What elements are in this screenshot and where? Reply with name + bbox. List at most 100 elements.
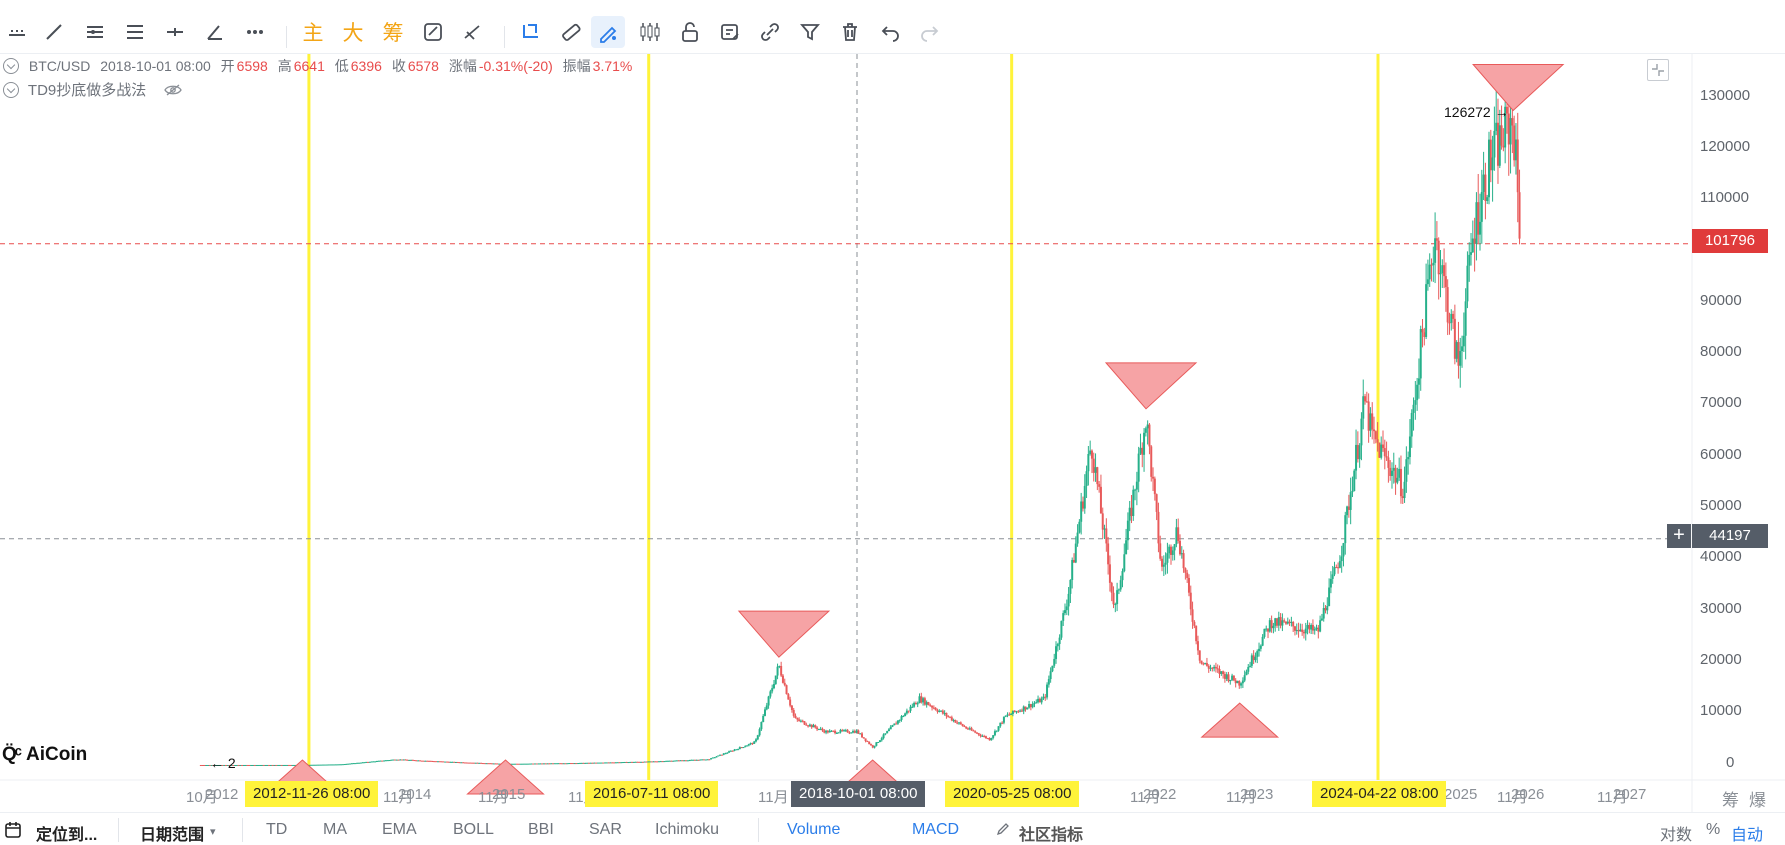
candle-body bbox=[406, 759, 409, 761]
indicator-ichimoku[interactable]: Ichimoku bbox=[655, 821, 720, 838]
max-price-label: 126272 → bbox=[1444, 104, 1509, 120]
candle-body bbox=[289, 764, 292, 766]
candle-body bbox=[1125, 540, 1128, 555]
indicator-boll[interactable]: BOLL bbox=[453, 821, 494, 838]
candle-body bbox=[1092, 458, 1095, 473]
indicator-sar[interactable]: SAR bbox=[589, 821, 622, 838]
x-tick: 11月 bbox=[758, 789, 789, 806]
candle-body bbox=[963, 726, 966, 728]
add-alert-plus-icon[interactable]: + bbox=[1667, 524, 1691, 548]
candle-body bbox=[1177, 527, 1180, 541]
main-force-button[interactable]: 主 bbox=[302, 22, 324, 45]
locate-to-button[interactable]: 定位到... bbox=[36, 827, 98, 844]
price-chart[interactable] bbox=[0, 0, 1785, 812]
candle-body bbox=[965, 726, 968, 729]
candle-body bbox=[225, 764, 228, 766]
link-icon[interactable] bbox=[753, 16, 787, 48]
candle-body bbox=[1249, 665, 1252, 667]
candle-body bbox=[404, 759, 407, 761]
candle-body bbox=[760, 722, 763, 730]
candle-body bbox=[228, 764, 231, 766]
trendline-icon[interactable] bbox=[37, 16, 71, 48]
candle-body bbox=[410, 759, 413, 761]
x-tick: 11月 bbox=[478, 789, 509, 806]
collapse-chevron-icon[interactable] bbox=[3, 58, 19, 74]
chips-button[interactable]: 筹 bbox=[382, 22, 404, 45]
candle-body bbox=[226, 764, 229, 766]
percent-scale-toggle[interactable]: % bbox=[1706, 821, 1721, 838]
horizontal-lines-icon[interactable] bbox=[118, 16, 152, 48]
candle-body bbox=[569, 763, 572, 765]
candle-body bbox=[1493, 130, 1496, 158]
magnet-icon[interactable] bbox=[514, 16, 548, 48]
calendar-icon[interactable] bbox=[4, 821, 22, 841]
indicator-macd[interactable]: MACD bbox=[912, 821, 960, 838]
candle-body bbox=[514, 763, 517, 765]
chevron-down-icon[interactable]: ▾ bbox=[210, 826, 216, 838]
large-order-button[interactable]: 大 bbox=[342, 22, 364, 45]
hidden-eye-icon[interactable] bbox=[164, 84, 183, 96]
draw-mode-icon[interactable] bbox=[591, 16, 625, 48]
delete-icon[interactable] bbox=[833, 16, 867, 48]
liquidation-side-button[interactable]: 爆 bbox=[1749, 791, 1766, 810]
open-value: 6598 bbox=[236, 58, 268, 74]
candle-body bbox=[1505, 106, 1508, 114]
indicator-bbi[interactable]: BBI bbox=[528, 821, 554, 838]
indicator-volume[interactable]: Volume bbox=[787, 821, 841, 838]
candle-body bbox=[483, 763, 486, 765]
edit-icon[interactable] bbox=[996, 822, 1010, 841]
candle-body bbox=[1076, 532, 1079, 544]
candle-body bbox=[1247, 666, 1250, 672]
indicator-td[interactable]: TD bbox=[266, 821, 288, 838]
candle-body bbox=[408, 759, 411, 761]
auto-scale-toggle[interactable]: 自动 bbox=[1731, 827, 1764, 844]
close-value: 6578 bbox=[407, 58, 439, 74]
candle-body bbox=[1401, 496, 1404, 499]
candle-body bbox=[264, 764, 267, 766]
community-indicators[interactable]: 社区指标 bbox=[1019, 827, 1084, 844]
candle-body bbox=[234, 764, 237, 766]
indicator-ema[interactable]: EMA bbox=[382, 821, 417, 838]
candle-body bbox=[1002, 716, 1005, 723]
candle-body bbox=[1333, 567, 1336, 575]
collapse-chevron-icon[interactable] bbox=[3, 82, 19, 98]
candle-body bbox=[975, 732, 978, 734]
edit-template-icon[interactable] bbox=[713, 16, 747, 48]
candle-body bbox=[692, 759, 695, 761]
unlock-icon[interactable] bbox=[673, 16, 707, 48]
candle-body bbox=[616, 762, 619, 764]
log-scale-toggle[interactable]: 对数 bbox=[1660, 827, 1693, 844]
more-tools-icon[interactable] bbox=[238, 16, 272, 48]
chips-side-button[interactable]: 筹 bbox=[1722, 791, 1739, 810]
hide-drawings-icon[interactable] bbox=[456, 16, 490, 48]
candle-body bbox=[433, 761, 436, 763]
candle-body bbox=[216, 764, 219, 766]
undo-icon[interactable] bbox=[873, 16, 907, 48]
candle-body bbox=[1477, 202, 1480, 235]
horizontal-line-icon[interactable] bbox=[158, 16, 192, 48]
parallel-channel-icon[interactable] bbox=[78, 16, 112, 48]
filter-icon[interactable] bbox=[793, 16, 827, 48]
candle-body bbox=[1155, 494, 1158, 512]
candle-body bbox=[1489, 139, 1492, 171]
ruler-icon[interactable] bbox=[554, 16, 588, 48]
candle-template-icon[interactable] bbox=[633, 16, 667, 48]
candle-body bbox=[460, 762, 463, 764]
collapse-panel-icon[interactable] bbox=[1647, 59, 1669, 81]
candle-body bbox=[1204, 663, 1207, 665]
sync-drawing-icon[interactable] bbox=[416, 16, 450, 48]
candle-body bbox=[1394, 467, 1397, 483]
candle-body bbox=[1446, 287, 1449, 323]
candle-body bbox=[896, 720, 899, 724]
candle-body bbox=[1322, 608, 1325, 619]
indicator-ma[interactable]: MA bbox=[323, 821, 347, 838]
collapse-toolbar-icon[interactable] bbox=[0, 16, 34, 48]
candle-body bbox=[1335, 567, 1338, 569]
candle-body bbox=[977, 733, 980, 735]
candle-body bbox=[1245, 671, 1248, 676]
angle-icon[interactable] bbox=[198, 16, 232, 48]
date-range-dropdown[interactable]: 日期范围 bbox=[140, 827, 205, 844]
candle-body bbox=[438, 761, 441, 763]
redo-icon[interactable] bbox=[913, 16, 947, 48]
candle-body bbox=[1511, 118, 1514, 126]
